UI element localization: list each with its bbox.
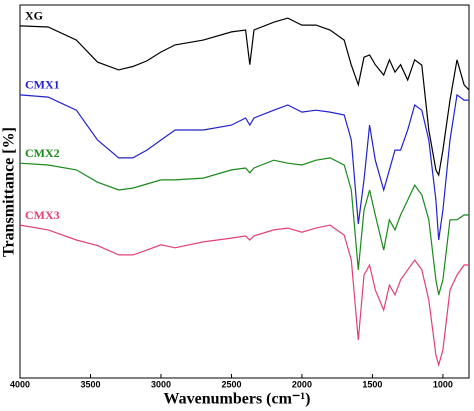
x-tick-label: 1000 <box>433 379 453 389</box>
series-line <box>19 17 470 177</box>
series-line <box>19 93 469 241</box>
x-tick-label: 2000 <box>292 379 312 389</box>
x-tick-label: 1500 <box>362 379 382 389</box>
x-tick-label: 3500 <box>80 379 100 389</box>
series-label: CMX1 <box>25 78 60 92</box>
series-line <box>19 157 469 295</box>
series-label: CMX3 <box>25 208 60 222</box>
series-label: CMX2 <box>25 146 60 160</box>
x-tick-label: 4000 <box>10 379 30 389</box>
series-label: XG <box>25 9 43 23</box>
y-axis-label: Transmittance [%] <box>1 127 18 257</box>
series-line <box>19 224 469 368</box>
x-axis-label: Wavenumbers (cm⁻¹) <box>164 391 311 408</box>
x-tick-label: 2500 <box>221 379 241 389</box>
plot-frame <box>19 4 470 379</box>
x-tick-label: 3000 <box>151 379 171 389</box>
